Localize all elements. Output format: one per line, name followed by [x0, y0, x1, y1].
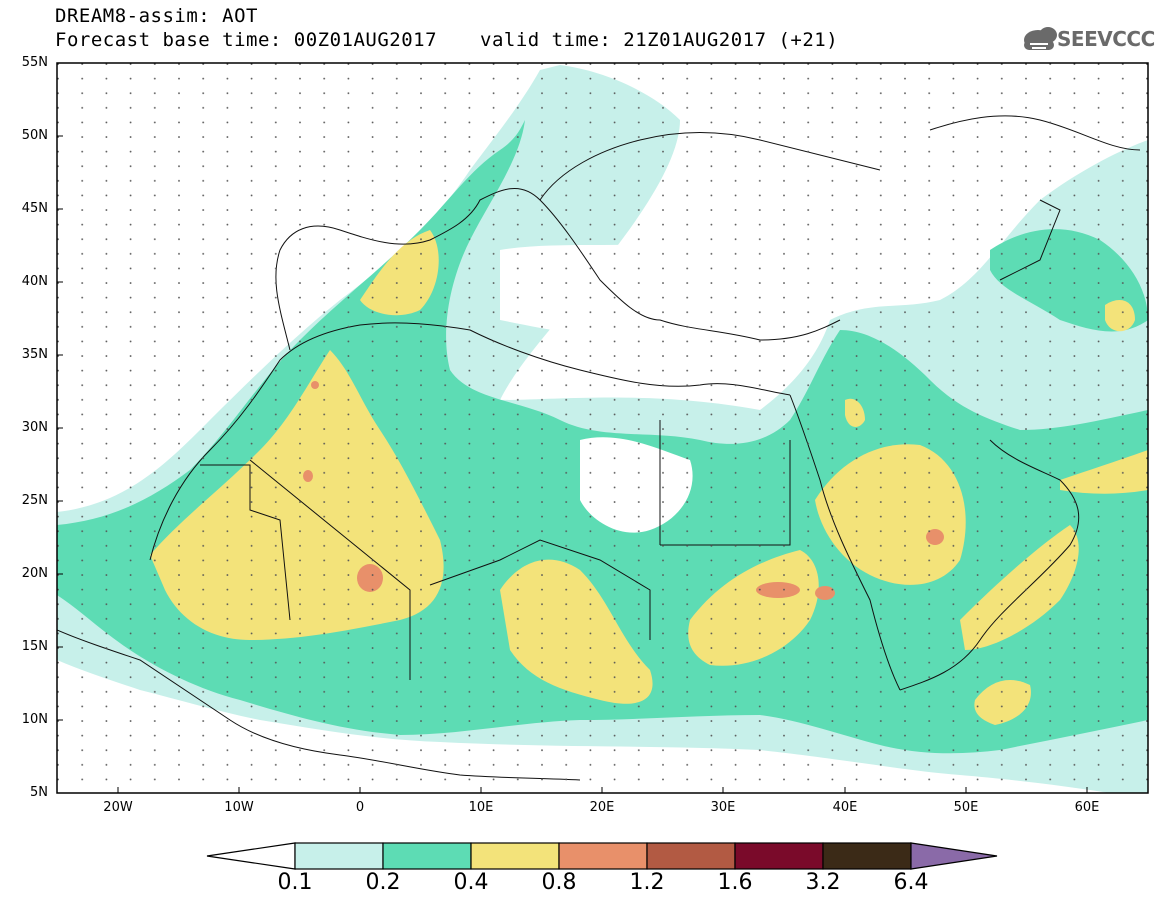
forecast-base-time: Forecast base time: 00Z01AUG2017 [55, 29, 438, 51]
colorbar-label: 1.2 [629, 870, 665, 895]
colorbar-upper-arrow [910, 842, 998, 870]
lat-label: 5N [30, 785, 48, 800]
logo-text: SEEVCCC [1057, 27, 1155, 51]
colorbar-label: 0.8 [541, 870, 577, 895]
valid-time: valid time: 21Z01AUG2017 (+21) [480, 29, 839, 51]
colorbar-swatch [822, 842, 912, 870]
lat-label: 20N [21, 566, 48, 581]
lon-label: 40E [832, 800, 858, 815]
colorbar-swatch [558, 842, 648, 870]
colorbar-label: 6.4 [893, 870, 929, 895]
colorbar-swatch [382, 842, 472, 870]
map-title: DREAM8-assim: AOT [55, 5, 258, 27]
colorbar-lower-arrow [206, 842, 296, 870]
colorbar-swatch [470, 842, 560, 870]
lat-label: 15N [21, 639, 48, 654]
lat-label: 55N [21, 55, 48, 70]
colorbar-label: 0.2 [365, 870, 401, 895]
lon-label: 30E [710, 800, 736, 815]
colorbar-swatch [646, 842, 736, 870]
lat-label: 50N [21, 128, 48, 143]
lon-label: 20E [589, 800, 615, 815]
colorbar-label: 3.2 [805, 870, 841, 895]
lon-label: 50E [953, 800, 979, 815]
colorbar-label: 0.4 [453, 870, 489, 895]
colorbar-swatch [734, 842, 824, 870]
lon-label: 0 [355, 800, 365, 815]
lat-label: 25N [21, 493, 48, 508]
aot-field [57, 63, 1148, 793]
colorbar-label: 0.1 [277, 870, 313, 895]
colorbar-label: 1.6 [717, 870, 753, 895]
cloud-logo-icon [1024, 27, 1057, 50]
lat-label: 40N [21, 274, 48, 289]
lon-label: 60E [1074, 800, 1100, 815]
lon-label: 20W [103, 800, 133, 815]
lat-label: 45N [21, 201, 48, 216]
lat-label: 30N [21, 420, 48, 435]
lat-label: 10N [21, 712, 48, 727]
lon-label: 10W [224, 800, 254, 815]
lon-label: 10E [468, 800, 494, 815]
lat-label: 35N [21, 347, 48, 362]
colorbar-swatch [294, 842, 384, 870]
